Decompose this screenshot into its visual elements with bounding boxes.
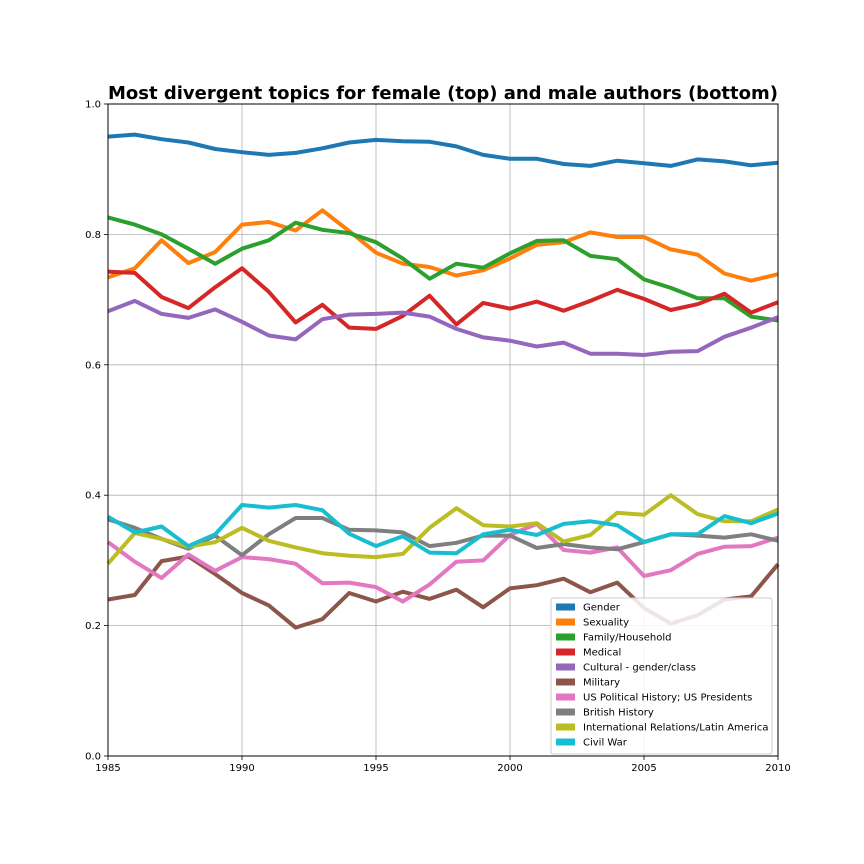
x-tick-label: 2010 [765,763,790,774]
legend-label: Sexuality [583,618,629,629]
legend-swatch [556,693,575,701]
x-tick-label: 1995 [363,763,388,774]
x-tick-label: 2000 [497,763,522,774]
y-tick-label: 0.8 [85,230,101,241]
legend-swatch [556,678,575,686]
legend-swatch [556,663,575,671]
x-tick-label: 1990 [229,763,254,774]
plot-frame [107,103,779,757]
legend-swatch [556,618,575,626]
legend-label: Cultural - gender/class [583,663,696,674]
y-tick-label: 1.0 [85,100,101,111]
y-tick-label: 0.0 [85,752,101,763]
y-tick-label: 0.2 [85,621,101,632]
legend-label: Gender [583,603,621,614]
legend-swatch [556,648,575,656]
legend-label: International Relations/Latin America [583,723,768,734]
series-line-6 [106,521,779,604]
legend: Gender Sexuality Family/Household Medical Cu… [550,597,773,755]
y-tick-label: 0.6 [85,360,101,371]
series-line-9 [106,503,779,556]
legend-label: Medical [583,648,621,659]
x-tick-label: 2005 [631,763,656,774]
chart-title: Most divergent topics for female (top) a… [108,83,778,104]
legend-swatch [556,738,575,746]
series-line-0 [107,132,779,168]
x-tick-label: 1985 [95,763,120,774]
legend-swatch [556,633,575,641]
axis-ticks: 1985 1990 1995 2000 2005 2010 0.0 0.2 0.4 0.6 0.8 1… [85,100,791,775]
legend-swatch [556,708,575,716]
legend-swatch [556,603,575,611]
series-lines [106,132,780,630]
legend-label: Military [583,678,620,689]
legend-label: Civil War [583,738,628,749]
series-line-3 [107,266,779,331]
legend-box [550,597,773,755]
series-line-8 [106,493,779,566]
legend-label: US Political History; US Presidents [583,693,752,704]
series-line-2 [107,215,779,323]
y-tick-label: 0.4 [85,491,101,502]
legend-swatch [556,723,575,731]
legend-label: Family/Household [583,633,671,644]
series-line-4 [107,298,779,357]
legend-label: British History [583,708,654,719]
